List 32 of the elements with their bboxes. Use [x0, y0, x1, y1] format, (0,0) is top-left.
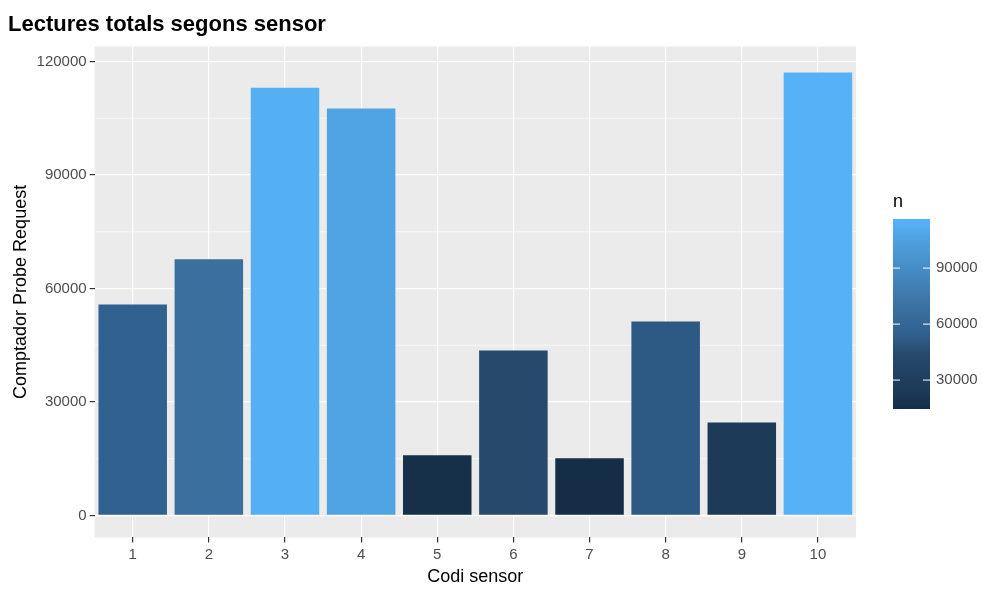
y-axis-title: Comptador Probe Request — [9, 184, 30, 399]
x-tick-label: 10 — [809, 544, 827, 562]
x-tick-label: 7 — [585, 544, 594, 562]
color-bar-label: 30000 — [936, 370, 978, 388]
x-tick-label: 3 — [280, 544, 290, 562]
chart-title: Lectures totals segons sensor — [8, 11, 327, 37]
y-tick-label: 30000 — [44, 392, 87, 410]
bar — [707, 422, 777, 515]
bar — [98, 304, 167, 515]
x-tick-label: 1 — [128, 544, 137, 562]
bar — [631, 321, 700, 515]
bar — [555, 458, 624, 515]
x-tick-label: 4 — [356, 544, 366, 562]
bar — [783, 72, 853, 515]
color-bar-label: 90000 — [936, 258, 978, 276]
x-tick-label: 8 — [661, 544, 670, 562]
bar — [479, 350, 548, 515]
y-tick-label: 90000 — [44, 165, 87, 183]
x-axis-title: Codi sensor — [427, 566, 524, 587]
bar — [250, 87, 320, 515]
bar — [174, 259, 244, 515]
x-tick-label: 9 — [737, 544, 746, 562]
x-tick-label: 6 — [509, 544, 518, 562]
y-tick-label: 0 — [78, 505, 87, 523]
y-tick-label: 60000 — [44, 278, 87, 296]
color-bar-title: n — [893, 191, 904, 211]
x-tick-label: 2 — [204, 544, 214, 562]
bar — [326, 108, 396, 515]
x-tick-label: 5 — [433, 544, 442, 562]
bar — [403, 455, 472, 515]
y-tick-label: 120000 — [36, 51, 87, 69]
color-bar-label: 60000 — [936, 314, 978, 332]
